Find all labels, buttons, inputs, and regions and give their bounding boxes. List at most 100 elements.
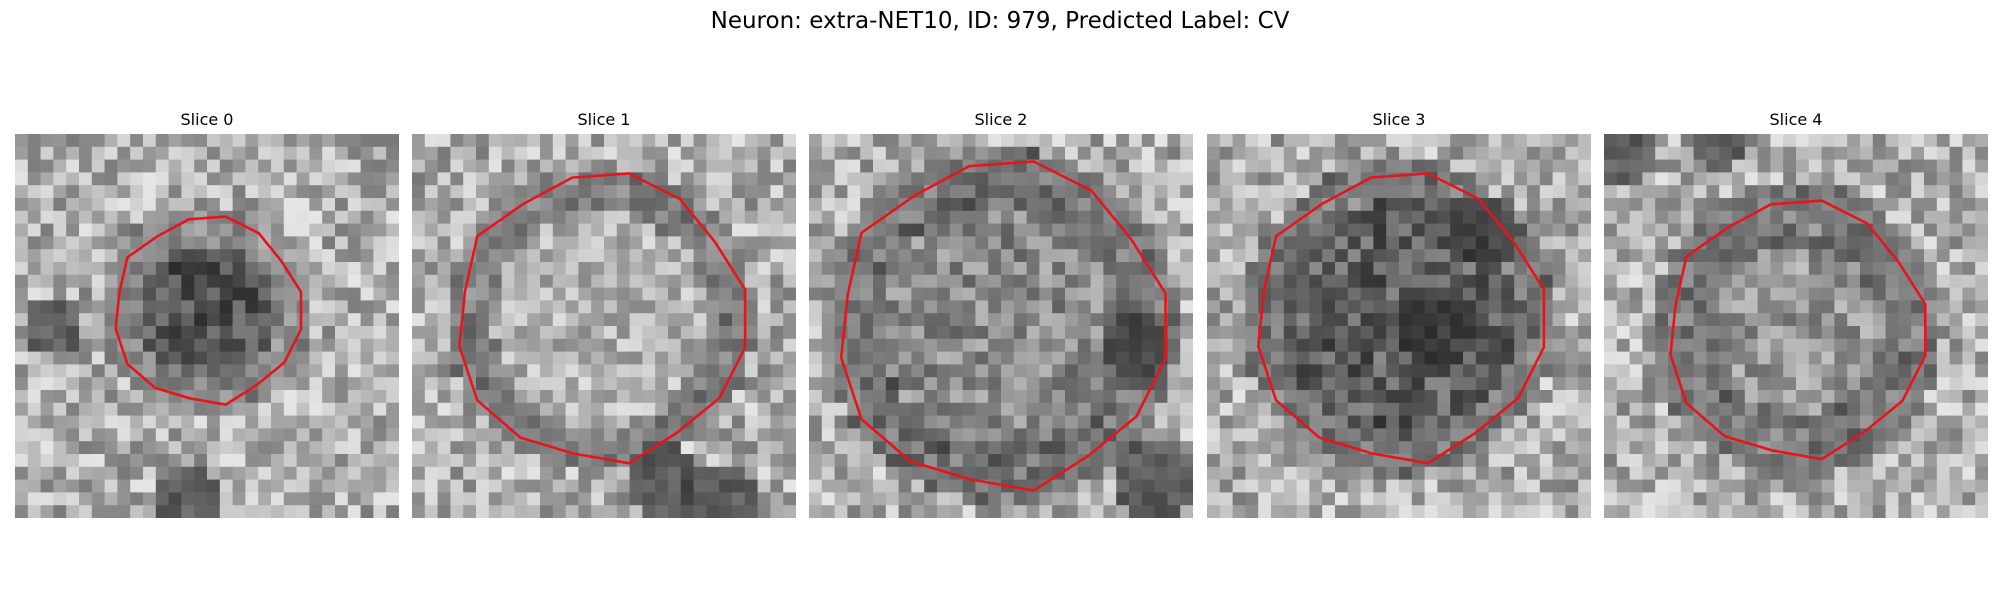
image-pixel [1103,466,1117,480]
image-pixel [1347,338,1361,352]
image-pixel [143,223,157,237]
image-pixel [1680,236,1694,250]
image-pixel [565,236,579,250]
image-pixel [15,287,29,301]
image-pixel [1386,249,1400,263]
image-pixel [1090,159,1104,173]
image-pixel [1642,326,1656,340]
microscopy-image-slice-4 [1604,134,1988,518]
image-pixel [1539,134,1553,148]
image-pixel [1668,249,1682,263]
image-pixel [1411,466,1425,480]
image-pixel [783,428,796,442]
image-pixel [373,198,387,212]
image-pixel [680,390,694,404]
image-pixel [360,313,374,327]
image-pixel [1103,159,1117,173]
image-pixel [1936,415,1950,429]
image-pixel [155,134,169,148]
image-pixel [744,198,758,212]
image-pixel [1693,505,1707,518]
image-pixel [271,454,285,468]
image-pixel [1962,326,1976,340]
image-pixel [1911,454,1925,468]
image-pixel [117,134,131,148]
image-pixel [207,262,221,276]
image-pixel [386,402,399,416]
image-pixel [1552,313,1566,327]
image-pixel [155,466,169,480]
image-pixel [1719,492,1733,506]
image-pixel [578,134,592,148]
image-pixel [66,210,80,224]
image-pixel [898,210,912,224]
image-pixel [1655,441,1669,455]
image-pixel [821,377,835,391]
image-pixel [1103,338,1117,352]
image-pixel [744,185,758,199]
image-pixel [1245,428,1259,442]
image-pixel [130,415,144,429]
image-pixel [347,441,361,455]
image-pixel [1399,134,1413,148]
image-pixel [1475,390,1489,404]
image-pixel [27,146,41,160]
image-pixel [437,287,451,301]
image-pixel [821,287,835,301]
image-pixel [130,454,144,468]
image-pixel [1347,262,1361,276]
image-pixel [821,441,835,455]
image-pixel [898,185,912,199]
image-pixel [1629,454,1643,468]
image-pixel [1001,351,1015,365]
image-pixel [360,351,374,365]
image-pixel [437,351,451,365]
image-pixel [501,505,515,518]
image-pixel [809,287,823,301]
image-pixel [168,249,182,263]
image-pixel [79,326,93,340]
image-pixel [296,402,310,416]
image-pixel [1527,479,1541,493]
image-pixel [1103,236,1117,250]
image-pixel [104,300,118,314]
image-pixel [283,364,297,378]
image-pixel [283,159,297,173]
image-pixel [104,159,118,173]
image-pixel [1219,377,1233,391]
image-pixel [283,402,297,416]
image-pixel [373,313,387,327]
image-pixel [450,415,464,429]
image-pixel [1283,505,1297,518]
image-pixel [1271,466,1285,480]
image-pixel [1167,262,1181,276]
image-pixel [91,390,105,404]
image-pixel [476,326,490,340]
image-pixel [117,300,131,314]
image-pixel [578,505,592,518]
image-pixel [1885,466,1899,480]
image-pixel [898,492,912,506]
image-pixel [1245,159,1259,173]
image-pixel [53,249,67,263]
slice-panel-0: Slice 0 [15,108,399,518]
image-pixel [501,185,515,199]
image-pixel [1386,274,1400,288]
image-pixel [476,210,490,224]
image-pixel [1936,236,1950,250]
image-pixel [642,492,656,506]
image-pixel [1527,300,1541,314]
image-pixel [1911,313,1925,327]
image-pixel [1424,198,1438,212]
image-pixel [540,390,554,404]
image-pixel [1962,402,1976,416]
image-pixel [1347,198,1361,212]
image-pixel [1450,300,1464,314]
image-pixel [207,146,221,160]
image-pixel [655,300,669,314]
image-pixel [1962,364,1976,378]
image-pixel [1706,249,1720,263]
image-pixel [988,377,1002,391]
image-pixel [168,492,182,506]
image-pixel [79,338,93,352]
